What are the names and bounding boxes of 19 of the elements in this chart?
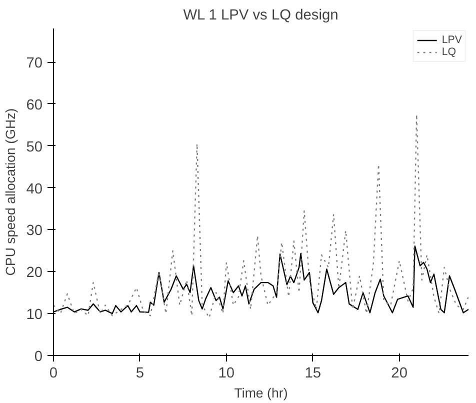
- chart-title: WL 1 LPV vs LQ design: [183, 8, 338, 24]
- y-tick-label: 30: [26, 223, 43, 240]
- y-tick-label: 50: [26, 139, 43, 156]
- y-axis-title: CPU speed allocation (GHz): [3, 108, 18, 276]
- x-tick-label: 20: [391, 366, 408, 382]
- y-tick-label: 10: [26, 307, 43, 324]
- legend-label: LQ: [442, 46, 458, 58]
- x-tick-label: 10: [218, 366, 235, 382]
- y-tick-label: 40: [26, 181, 43, 198]
- y-tick-label: 60: [26, 97, 43, 114]
- legend-label: LPV: [442, 34, 462, 46]
- y-tick-label: 20: [26, 265, 43, 282]
- x-axis-title: Time (hr): [234, 386, 288, 400]
- x-tick-label: 5: [136, 366, 144, 382]
- x-tick-label: 15: [304, 366, 322, 382]
- x-tick-label: 0: [49, 366, 58, 382]
- y-tick-label: 70: [26, 56, 43, 72]
- line-series: [54, 114, 468, 318]
- y-tick-label: 0: [34, 349, 43, 365]
